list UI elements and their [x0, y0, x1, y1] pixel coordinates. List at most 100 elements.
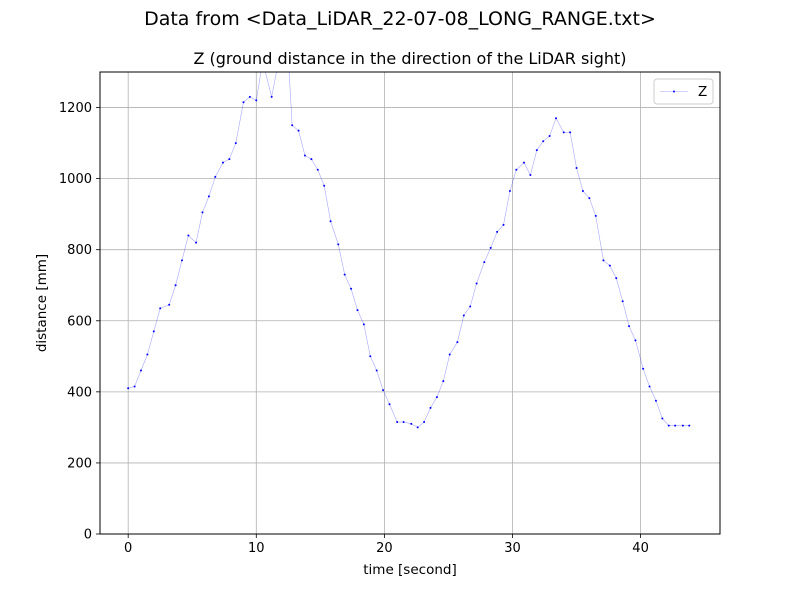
data-point [469, 305, 472, 308]
data-point [496, 230, 499, 233]
data-point [221, 161, 224, 164]
data-point [201, 211, 204, 214]
data-point [681, 424, 684, 427]
data-point [337, 243, 340, 246]
data-point [214, 175, 217, 178]
data-point [628, 325, 631, 328]
data-point [435, 396, 438, 399]
legend-label-z: Z [698, 84, 707, 100]
data-point [575, 166, 578, 169]
data-point [195, 241, 198, 244]
data-point [483, 261, 486, 264]
data-point [375, 369, 378, 372]
data-point [674, 424, 677, 427]
data-point [310, 158, 313, 161]
data-point [581, 190, 584, 193]
data-point [456, 341, 459, 344]
data-point [448, 353, 451, 356]
data-point [508, 190, 511, 193]
legend-box [653, 78, 714, 105]
data-point [523, 161, 526, 164]
data-point [133, 385, 136, 388]
data-point [248, 95, 251, 98]
data-point [146, 353, 149, 356]
data-point [291, 124, 294, 127]
data-point [535, 149, 538, 152]
data-point [159, 307, 162, 310]
data-point [688, 424, 691, 427]
data-point [139, 369, 142, 372]
data-point [303, 154, 306, 157]
x-tick-label: 20 [376, 541, 393, 556]
data-point [180, 259, 183, 262]
x-axis-label: time [second] [363, 562, 456, 578]
data-point [634, 339, 637, 342]
x-tick-label: 40 [632, 541, 649, 556]
data-point [602, 259, 605, 262]
data-point [654, 399, 657, 402]
data-point [442, 380, 445, 383]
data-point [562, 131, 565, 134]
data-point [667, 424, 670, 427]
y-tick-label: 200 [67, 456, 92, 471]
data-point [594, 214, 597, 217]
y-tick-label: 800 [67, 243, 92, 258]
data-point [152, 330, 155, 333]
data-point [548, 134, 551, 137]
y-tick-label: 1200 [59, 101, 92, 116]
data-point [661, 417, 664, 420]
data-point [174, 284, 177, 287]
data-point [515, 168, 518, 171]
data-point [642, 367, 645, 370]
grid-lines [100, 72, 720, 535]
data-point [382, 389, 385, 392]
data-point [462, 314, 465, 317]
data-point [475, 282, 478, 285]
y-tick-label: 400 [67, 385, 92, 400]
chart-title: Z (ground distance in the direction of t… [193, 49, 626, 68]
data-point [502, 223, 505, 226]
data-point [648, 385, 651, 388]
y-tick-label: 600 [67, 314, 92, 329]
data-point [242, 101, 245, 104]
data-point [329, 220, 332, 223]
plot-frame [99, 71, 721, 535]
data-point [615, 277, 618, 280]
data-point [297, 129, 300, 132]
data-point [343, 273, 346, 276]
data-point [402, 421, 405, 424]
y-tick-label: 1000 [59, 172, 92, 187]
data-point [270, 95, 273, 98]
data-point [529, 174, 532, 177]
data-point [369, 355, 372, 358]
data-point [228, 158, 231, 161]
data-point [423, 421, 426, 424]
data-point [608, 264, 611, 267]
data-point [350, 287, 353, 290]
x-tick-label: 30 [504, 541, 521, 556]
data-point [187, 234, 190, 237]
data-point [489, 246, 492, 249]
x-tick-label: 0 [124, 541, 132, 556]
y-tick-label: 0 [84, 528, 92, 543]
data-point [621, 300, 624, 303]
data-point [410, 422, 413, 425]
data-point [255, 99, 258, 102]
data-point [429, 406, 432, 409]
data-point [323, 184, 326, 187]
data-point [316, 168, 319, 171]
data-point [362, 323, 365, 326]
data-point [396, 421, 399, 424]
data-point [555, 117, 558, 120]
data-point [234, 142, 237, 145]
data-point [416, 426, 419, 429]
data-point [588, 197, 591, 200]
data-point [127, 387, 130, 390]
figure-suptitle: Data from <Data_LiDAR_22-07-08_LONG_RANG… [144, 8, 656, 30]
x-tick-label: 10 [248, 541, 265, 556]
data-point [388, 403, 391, 406]
legend-marker-z [673, 90, 675, 93]
